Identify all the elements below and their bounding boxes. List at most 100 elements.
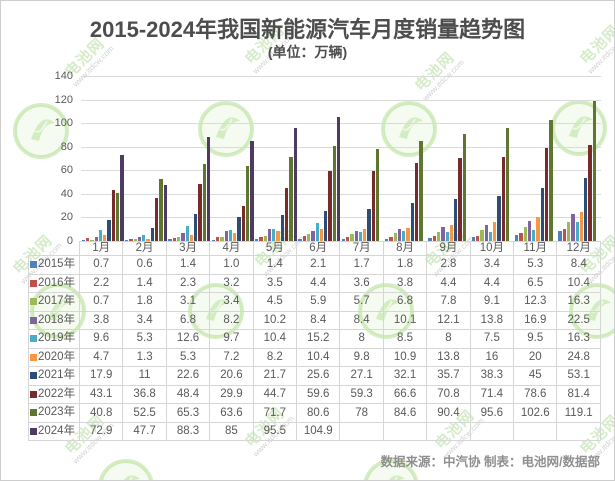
- table-cell: 78: [339, 403, 384, 423]
- table-cell: 40.8: [78, 403, 124, 423]
- bar-2017年-11月: [523, 226, 527, 241]
- table-cell: 1.0: [209, 255, 254, 275]
- bar-2015年-4月: [211, 239, 215, 241]
- table-cell: 5.9: [296, 292, 341, 312]
- bar-2022年-12月: [588, 145, 592, 241]
- table-cell: 24.8: [556, 347, 601, 368]
- table-cell: 63.6: [209, 403, 254, 423]
- table-cell: 6.5: [513, 273, 558, 294]
- table-cell: 10.4: [252, 329, 298, 349]
- table-cell: 15.2: [296, 329, 341, 349]
- bar-2018年-10月: [484, 224, 488, 241]
- bar-2021年-2月: [150, 228, 155, 241]
- bar-group-10月: [471, 76, 514, 241]
- table-corner: [29, 242, 80, 256]
- bar-2022年-1月: [111, 190, 116, 241]
- table-cell: 65.3: [165, 403, 211, 423]
- bar-2019年-7月: [358, 231, 363, 241]
- bar-2023年-2月: [159, 179, 163, 241]
- y-tick-label: 100: [54, 117, 73, 130]
- table-cell: 52.5: [122, 403, 167, 423]
- bar-2015年-2月: [125, 240, 129, 241]
- table-cell: [469, 421, 515, 442]
- table-cell: 8: [339, 329, 384, 349]
- table-cell: 1.7: [339, 255, 384, 275]
- bar-2020年-12月: [579, 211, 584, 241]
- table-cell: 1.4: [122, 273, 167, 294]
- month-header: 9月: [426, 241, 471, 256]
- legend-key: 2021年: [28, 366, 80, 386]
- bar-2023年-8月: [419, 141, 423, 241]
- bar-2022年-4月: [241, 205, 246, 241]
- month-header: 5月: [252, 241, 298, 256]
- bar-2022年-10月: [501, 156, 506, 241]
- bar-2019年-2月: [142, 234, 146, 241]
- table-cell: 9.6: [78, 329, 124, 349]
- bar-2024年-1月: [120, 155, 124, 241]
- bar-2017年-5月: [263, 235, 267, 241]
- table-cell: 7.2: [209, 347, 254, 368]
- bar-2019年-4月: [228, 229, 233, 241]
- y-tick-label: 80: [60, 140, 73, 153]
- table-cell: 8.2: [209, 310, 254, 331]
- table-cell: 85: [209, 421, 254, 442]
- bar-2022年-7月: [371, 171, 376, 241]
- bar-2016年-5月: [259, 236, 263, 241]
- bar-2015年-11月: [515, 234, 519, 241]
- table-cell: 1.3: [122, 347, 167, 368]
- bar-2015年-6月: [298, 238, 302, 241]
- bar-2015年-1月: [81, 240, 85, 241]
- month-header: 12月: [556, 241, 601, 256]
- table-cell: 0.7: [78, 292, 124, 312]
- table-cell: 1.4: [252, 255, 298, 275]
- month-header: 2月: [122, 241, 167, 256]
- bar-2021年-4月: [237, 216, 241, 241]
- table-cell: 8.4: [339, 310, 384, 331]
- bar-2018年-4月: [224, 231, 228, 241]
- legend-label: 2016年: [38, 276, 76, 289]
- bar-2020年-7月: [363, 229, 367, 241]
- table-cell: 10.4: [556, 273, 601, 294]
- bar-2021年-1月: [107, 219, 111, 241]
- bar-group-6月: [298, 76, 341, 241]
- month-header: 1月: [78, 241, 124, 256]
- y-tick-label: 60: [60, 164, 73, 177]
- table-row: 2017年 0.7 1.8 3.1 3.4 4.5 5.9 5.7 6.8 7.8 9.1 12.3 1…: [28, 292, 601, 312]
- bar-2019年-10月: [488, 232, 493, 241]
- bar-2023年-9月: [462, 134, 466, 241]
- bar-2024年-3月: [207, 136, 211, 241]
- bar-2018年-5月: [267, 228, 272, 241]
- bar-2020年-8月: [406, 228, 410, 241]
- table-cell: 16.3: [556, 292, 601, 312]
- table-cell: 27.1: [339, 366, 384, 386]
- bar-2019年-9月: [445, 231, 449, 241]
- bar-2024年-4月: [250, 140, 254, 241]
- bar-2021年-11月: [540, 187, 545, 241]
- bar-2016年-4月: [215, 237, 220, 241]
- bar-2015年-10月: [471, 237, 475, 241]
- y-axis-labels: 0 20 40 60 80 100 120 140: [39, 70, 73, 247]
- bar-2018年-12月: [571, 214, 575, 241]
- bar-2016年-10月: [475, 235, 480, 241]
- bar-2015年-8月: [385, 238, 389, 241]
- legend-swatch-icon: [30, 316, 37, 324]
- bar-group-5月: [254, 76, 297, 241]
- bar-2015年-9月: [428, 237, 432, 241]
- y-tick-label: 0: [66, 235, 73, 247]
- table-cell: 59.6: [296, 384, 341, 405]
- bar-2021年-6月: [324, 210, 328, 241]
- bar-2021年-7月: [367, 209, 371, 241]
- table-cell: 1.4: [165, 255, 211, 275]
- legend-key: 2016年: [28, 273, 80, 294]
- legend-key: 2017年: [28, 292, 80, 312]
- bar-2023年-10月: [506, 128, 510, 241]
- table-cell: 4.4: [426, 273, 471, 294]
- table-cell: 9.7: [209, 329, 254, 349]
- bar-2016年-1月: [85, 238, 90, 241]
- bar-group-1月: [81, 76, 124, 241]
- gridline: [81, 99, 601, 101]
- gridline: [81, 76, 601, 77]
- table-cell: 12.6: [165, 329, 211, 349]
- table-cell: 95.6: [469, 403, 515, 423]
